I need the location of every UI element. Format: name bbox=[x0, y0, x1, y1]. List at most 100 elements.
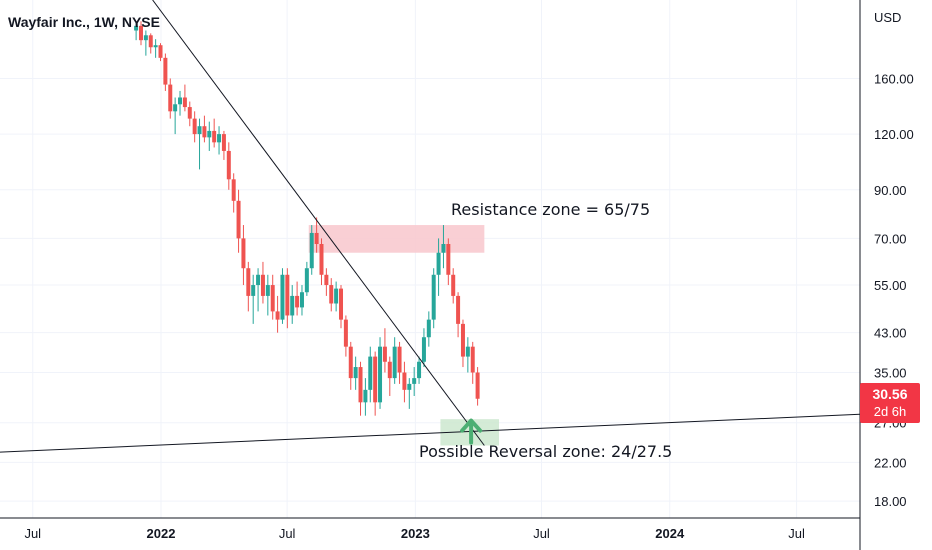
currency-label: USD bbox=[874, 10, 901, 25]
y-tick-label: 55.00 bbox=[874, 278, 907, 293]
candle-body bbox=[270, 285, 275, 312]
candle-body bbox=[285, 274, 290, 316]
y-tick-label: 90.00 bbox=[874, 183, 907, 198]
candle-body bbox=[231, 179, 236, 201]
candle-body bbox=[426, 319, 431, 338]
x-tick-label: Jul bbox=[788, 526, 805, 541]
candle-body bbox=[397, 346, 402, 373]
candle-body bbox=[446, 244, 451, 275]
candle-body bbox=[441, 244, 446, 253]
x-tick-label: Jul bbox=[533, 526, 550, 541]
candle-body bbox=[451, 274, 456, 296]
candle-body bbox=[314, 232, 319, 245]
candle-body bbox=[319, 244, 324, 275]
y-tick-label: 35.00 bbox=[874, 366, 907, 381]
candle-body bbox=[436, 252, 441, 275]
candle-body bbox=[329, 285, 334, 304]
y-tick-label: 22.00 bbox=[874, 455, 907, 470]
resistance-label: Resistance zone = 65/75 bbox=[451, 200, 651, 219]
candle-body bbox=[138, 25, 143, 41]
x-tick-label: Jul bbox=[279, 526, 296, 541]
candle-body bbox=[348, 346, 353, 379]
candle-body bbox=[421, 337, 426, 362]
candle-body bbox=[182, 97, 187, 108]
candle-body bbox=[187, 107, 192, 119]
candle-body bbox=[134, 25, 139, 31]
candle-body bbox=[460, 323, 465, 357]
candle-body bbox=[299, 292, 304, 308]
candle-body bbox=[226, 150, 231, 180]
candle-body bbox=[251, 285, 256, 296]
support-trendline bbox=[0, 413, 861, 453]
candle-body bbox=[158, 45, 163, 58]
candle-body bbox=[324, 274, 329, 286]
candle-body bbox=[280, 274, 285, 320]
candle-body bbox=[246, 268, 251, 296]
trendlines bbox=[0, 0, 861, 453]
candle-body bbox=[290, 295, 295, 316]
candle-body bbox=[417, 361, 422, 379]
candle-body bbox=[431, 274, 436, 320]
x-tick-label: Jul bbox=[24, 526, 41, 541]
candle-body bbox=[475, 372, 480, 399]
candle-body bbox=[163, 57, 168, 85]
bar-countdown: 2d 6h bbox=[873, 404, 907, 419]
candle-body bbox=[358, 367, 363, 403]
candle-body bbox=[265, 285, 270, 296]
candle-body bbox=[153, 45, 158, 48]
candle-body bbox=[192, 118, 197, 135]
candle-body bbox=[148, 35, 153, 48]
y-tick-label: 43.00 bbox=[874, 326, 907, 341]
chart-title: Wayfair Inc., 1W, NYSE bbox=[8, 14, 160, 30]
candle-body bbox=[334, 288, 339, 304]
candle-body bbox=[202, 126, 207, 138]
y-tick-label: 160.00 bbox=[874, 71, 914, 86]
resistance-zone bbox=[308, 225, 485, 253]
candle-body bbox=[168, 84, 173, 112]
candle-body bbox=[197, 126, 202, 135]
candle-body bbox=[339, 288, 344, 320]
candle-body bbox=[382, 346, 387, 362]
candle-series bbox=[134, 21, 480, 416]
candle-body bbox=[178, 97, 183, 105]
candle-body bbox=[212, 130, 217, 143]
candle-body bbox=[295, 295, 300, 308]
candle-body bbox=[470, 346, 475, 373]
candle-body bbox=[173, 104, 178, 112]
candle-body bbox=[373, 356, 378, 403]
x-tick-label: 2022 bbox=[147, 526, 176, 541]
candle-body bbox=[343, 319, 348, 347]
candle-body bbox=[309, 232, 314, 269]
grid-lines bbox=[0, 0, 860, 518]
candle-body bbox=[353, 367, 358, 379]
reversal-label: Possible Reversal zone: 24/27.5 bbox=[419, 442, 673, 461]
last-price-value: 30.56 bbox=[872, 386, 908, 402]
candle-body bbox=[256, 274, 261, 286]
candle-body bbox=[217, 134, 222, 143]
candle-body bbox=[456, 295, 461, 324]
descending-trendline bbox=[152, 0, 485, 446]
candle-body bbox=[412, 378, 417, 384]
candle-body bbox=[392, 346, 397, 379]
candle-body bbox=[387, 361, 392, 379]
price-zones bbox=[308, 225, 499, 446]
candle-body bbox=[465, 346, 470, 357]
candle-body bbox=[236, 200, 241, 239]
up-arrow-icon bbox=[460, 418, 483, 445]
candle-body bbox=[241, 238, 246, 269]
x-tick-label: 2023 bbox=[401, 526, 430, 541]
candle-body bbox=[260, 274, 265, 296]
candle-body bbox=[378, 346, 383, 403]
y-tick-label: 120.00 bbox=[874, 127, 914, 142]
candle-body bbox=[402, 372, 407, 390]
y-tick-label: 70.00 bbox=[874, 231, 907, 246]
candle-body bbox=[275, 311, 280, 320]
candle-body bbox=[207, 130, 212, 138]
candle-body bbox=[221, 134, 226, 151]
candle-body bbox=[363, 389, 368, 403]
candle-body bbox=[143, 35, 148, 41]
x-tick-label: 2024 bbox=[655, 526, 685, 541]
up-arrow-icon bbox=[460, 418, 483, 445]
